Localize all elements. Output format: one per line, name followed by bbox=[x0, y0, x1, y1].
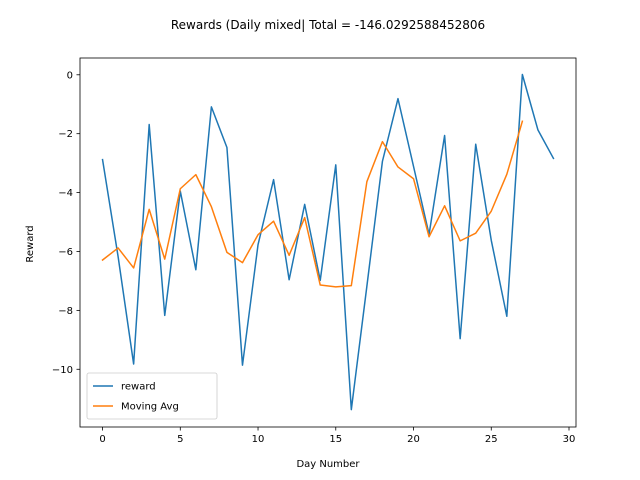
y-tick-label: −2 bbox=[58, 129, 73, 140]
chart-title: Rewards (Daily mixed| Total = -146.02925… bbox=[171, 18, 485, 32]
legend-label: Moving Avg bbox=[121, 402, 179, 413]
x-axis-label: Day Number bbox=[296, 459, 360, 470]
x-axis: 0 5 10 15 20 25 30 bbox=[99, 427, 575, 445]
series-line-1 bbox=[101, 120, 524, 288]
y-axis-label: Reward bbox=[25, 225, 36, 262]
legend-label: reward bbox=[121, 382, 156, 393]
x-tick-label: 15 bbox=[329, 434, 342, 445]
y-axis: 0 −2 −4 −6 −8 −10 bbox=[52, 70, 80, 376]
x-tick-label: 20 bbox=[407, 434, 420, 445]
y-tick-label: 0 bbox=[67, 70, 73, 81]
series-line-0 bbox=[101, 73, 555, 411]
legend-box bbox=[86, 372, 218, 420]
x-tick-label: 30 bbox=[563, 434, 576, 445]
legend: reward Moving Avg bbox=[86, 372, 218, 420]
x-tick-label: 10 bbox=[252, 434, 265, 445]
y-tick-label: −10 bbox=[52, 365, 73, 376]
y-tick-label: −8 bbox=[58, 306, 73, 317]
x-tick-label: 0 bbox=[99, 434, 105, 445]
plot-area bbox=[79, 57, 577, 428]
plot-frame bbox=[79, 57, 577, 428]
y-tick-label: −4 bbox=[58, 188, 73, 199]
y-tick-label: −6 bbox=[58, 247, 73, 258]
x-tick-label: 5 bbox=[177, 434, 183, 445]
x-tick-label: 25 bbox=[485, 434, 498, 445]
